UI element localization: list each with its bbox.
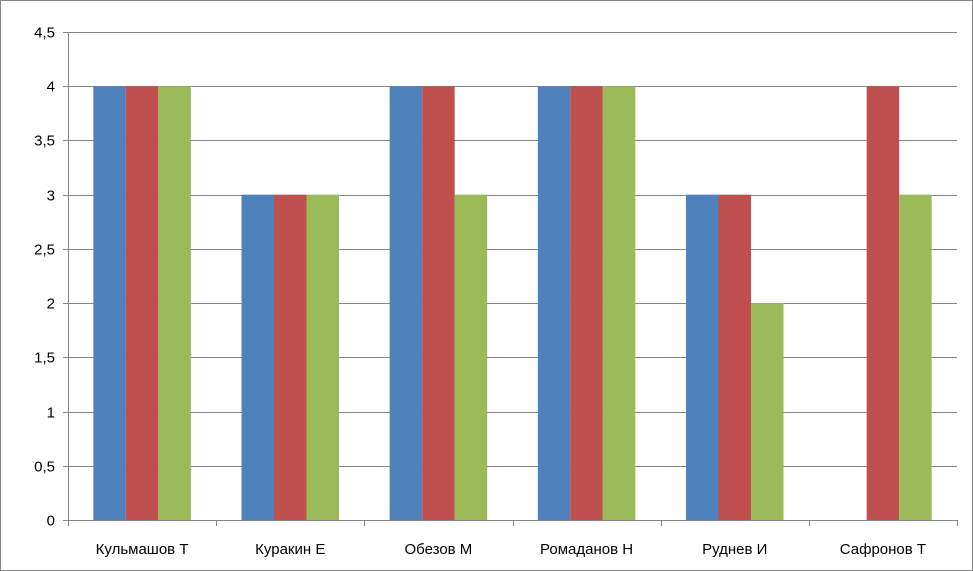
- bar: [306, 194, 339, 520]
- bar: [602, 86, 636, 520]
- bar: [274, 194, 307, 520]
- bar: [93, 86, 126, 520]
- x-tick-label: Кульмашов Т: [96, 541, 189, 558]
- bar: [158, 86, 191, 520]
- y-tick-label: 1,5: [34, 350, 55, 367]
- y-tick-label: 3: [47, 188, 55, 205]
- x-tick-label: Куракин Е: [255, 541, 325, 558]
- y-tick-label: 4,5: [34, 25, 55, 42]
- y-tick-label: 4: [47, 79, 55, 96]
- bar: [422, 86, 455, 520]
- y-tick-label: 3,5: [34, 133, 55, 150]
- bar: [686, 194, 719, 520]
- bar: [866, 86, 900, 520]
- x-tick-label: Обезов М: [405, 541, 473, 558]
- y-tick-label: 0,5: [34, 459, 55, 476]
- bar: [751, 303, 784, 520]
- y-tick-label: 1: [47, 405, 55, 422]
- bar: [537, 86, 571, 520]
- bar: [241, 194, 274, 520]
- bar: [389, 86, 423, 520]
- bar: [899, 194, 932, 520]
- x-tick-label: Сафронов Т: [840, 541, 926, 558]
- y-tick-label: 2: [47, 296, 55, 313]
- bar: [570, 86, 603, 520]
- bar: [454, 194, 488, 520]
- bar: [125, 86, 159, 520]
- y-tick-label: 2,5: [34, 242, 55, 259]
- bar: [718, 194, 751, 520]
- x-tick-label: Ромаданов Н: [540, 541, 633, 558]
- y-tick-label: 0: [47, 513, 55, 530]
- x-tick-label: Руднев И: [702, 541, 767, 558]
